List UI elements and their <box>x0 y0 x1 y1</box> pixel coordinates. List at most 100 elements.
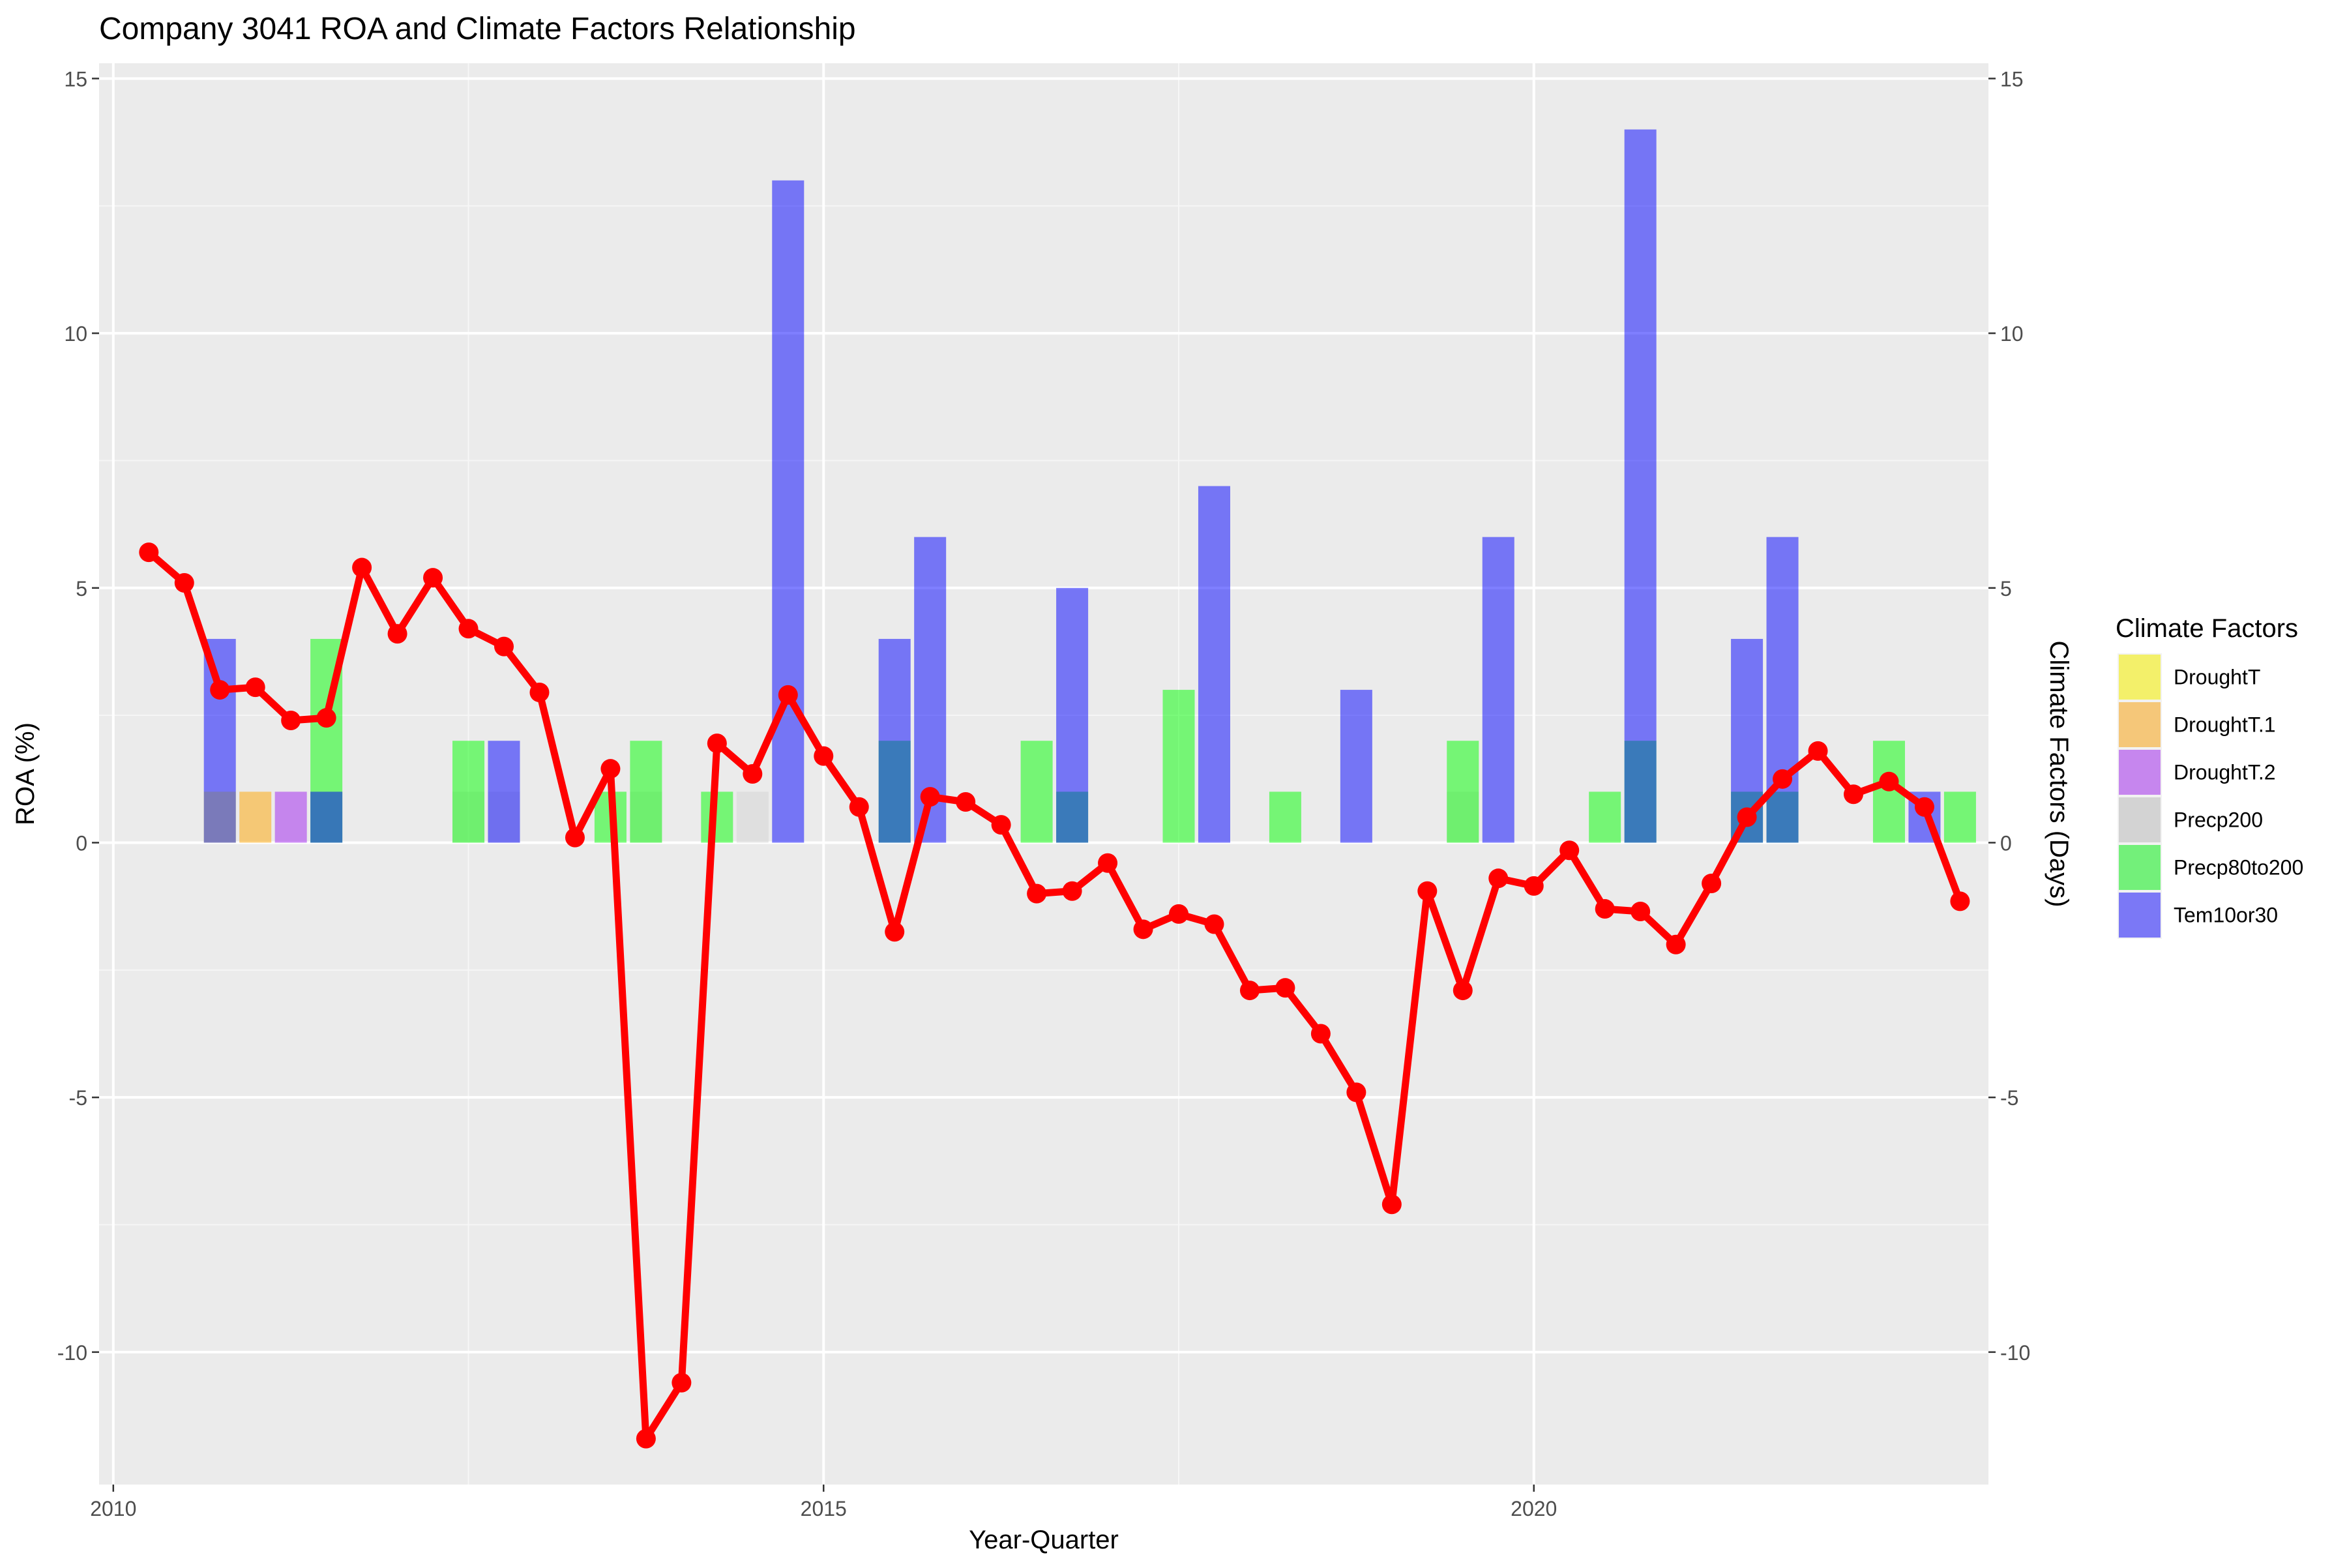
bar <box>772 180 804 843</box>
y-tick-label: 15 <box>64 67 87 91</box>
climate-bars <box>203 129 1976 843</box>
legend-swatch <box>2119 797 2161 842</box>
x-tick-label: 2020 <box>1511 1497 1557 1520</box>
roa-point <box>849 797 869 817</box>
roa-point <box>1559 840 1580 861</box>
y2-tick-label: -5 <box>2000 1086 2018 1110</box>
legend-label: Tem10or30 <box>2174 904 2278 927</box>
roa-point <box>1488 868 1509 889</box>
y-tick-label: 0 <box>76 831 87 855</box>
roa-point <box>1098 853 1118 873</box>
roa-point <box>565 827 585 848</box>
y2-tick-label: 10 <box>2000 322 2024 346</box>
bar-series-droughtt-2 <box>274 791 307 843</box>
legend-item: Precp200 <box>2118 796 2263 844</box>
roa-point <box>1702 873 1722 893</box>
roa-point <box>1666 934 1686 954</box>
roa-point <box>885 922 905 942</box>
roa-point <box>1808 741 1828 761</box>
roa-point <box>1524 876 1544 896</box>
y-tick-label: 5 <box>76 577 87 600</box>
bar <box>1766 537 1799 843</box>
bar <box>203 638 236 843</box>
grid-lines <box>99 63 1988 1485</box>
y2-tick-label: 15 <box>2000 67 2024 91</box>
roa-point <box>387 624 407 644</box>
legend-label: Precp80to200 <box>2174 856 2303 880</box>
roa-point <box>600 759 621 779</box>
bar <box>1020 741 1053 843</box>
bar <box>1198 486 1230 843</box>
roa-point <box>743 764 763 784</box>
bar <box>452 741 485 843</box>
legend-label: DroughtT.1 <box>2174 713 2276 737</box>
y-axis-label: ROA (%) <box>11 722 40 825</box>
legend-item: Precp80to200 <box>2118 844 2303 891</box>
roa-point <box>281 710 301 730</box>
legend-swatch <box>2119 845 2161 890</box>
roa-point <box>494 636 514 657</box>
bar <box>1056 587 1089 843</box>
roa-point <box>1631 901 1651 921</box>
roa-point <box>707 733 727 754</box>
legend-item: Tem10or30 <box>2118 891 2278 939</box>
roa-point <box>1062 881 1082 901</box>
roa-point <box>245 677 265 698</box>
bar <box>1162 690 1195 843</box>
bar <box>1340 690 1372 843</box>
roa-point <box>423 568 443 588</box>
legend-item: DroughtT.2 <box>2118 748 2276 796</box>
roa-point <box>1310 1024 1331 1044</box>
y2-tick-label: -10 <box>2000 1341 2030 1365</box>
roa-point <box>352 557 372 578</box>
legend-label: DroughtT.2 <box>2174 761 2276 784</box>
legend-title: Climate Factors <box>2116 614 2298 643</box>
y2-tick-label: 0 <box>2000 831 2012 855</box>
legend-swatch <box>2119 893 2161 938</box>
legend-items: DroughtT DroughtT.1 DroughtT.2 Precp200 Prec… <box>2118 653 2303 939</box>
roa-line <box>145 548 1964 1443</box>
y-tick-label: -10 <box>57 1341 87 1365</box>
roa-point <box>1417 881 1438 901</box>
bar <box>1943 791 1976 843</box>
roa-point <box>1453 981 1473 1001</box>
x-tick-label: 2010 <box>90 1497 136 1520</box>
x-axis-label: Year-Quarter <box>969 1526 1119 1554</box>
legend-item: DroughtT.1 <box>2118 701 2276 748</box>
roa-point <box>1914 797 1934 817</box>
roa-point <box>529 682 550 702</box>
axes: -10 -10 -5 -5 0 0 5 5 10 10 15 15 2010 2015 2020 <box>57 67 2031 1520</box>
roa-point <box>1737 807 1757 827</box>
roa-point <box>1275 978 1295 998</box>
roa-point <box>1204 914 1224 934</box>
bar <box>878 638 911 843</box>
bar <box>1589 791 1621 843</box>
bar <box>736 791 769 843</box>
legend-swatch <box>2119 655 2161 700</box>
roa-point <box>210 680 230 700</box>
roa-point <box>956 791 976 812</box>
bar <box>630 741 662 843</box>
legend-item: DroughtT <box>2118 653 2260 701</box>
roa-point <box>1950 891 1970 911</box>
roa-point <box>1169 904 1188 924</box>
bar <box>274 791 307 843</box>
roa-line-layer <box>139 542 1970 1449</box>
roa-point <box>778 685 798 705</box>
roa-point <box>672 1372 692 1393</box>
roa-point <box>1346 1082 1366 1102</box>
roa-point <box>1879 771 1899 791</box>
legend-swatch <box>2119 750 2161 795</box>
y-tick-label: -5 <box>69 1086 87 1110</box>
roa-point <box>316 708 336 728</box>
bar <box>239 791 272 843</box>
bar <box>1624 129 1657 843</box>
roa-point <box>920 787 940 807</box>
chart-title: Company 3041 ROA and Climate Factors Rel… <box>99 12 856 46</box>
y-tick-label: 10 <box>64 322 87 346</box>
bar <box>310 791 343 843</box>
bar-series-droughtt-1 <box>239 791 272 843</box>
bar <box>488 741 520 843</box>
